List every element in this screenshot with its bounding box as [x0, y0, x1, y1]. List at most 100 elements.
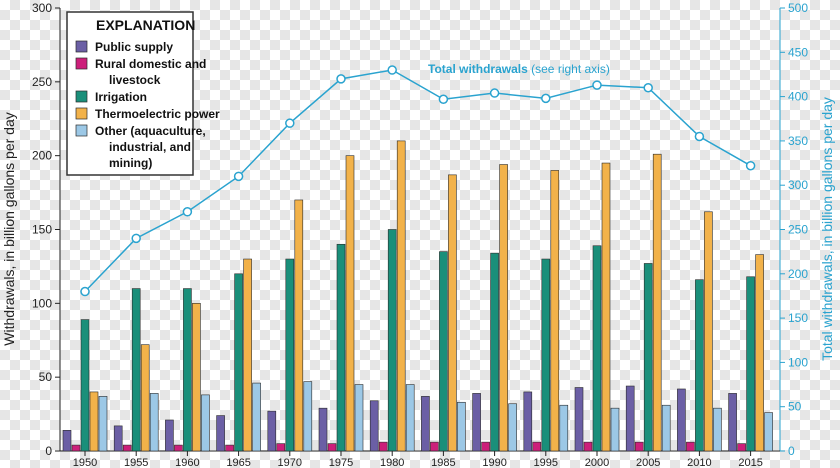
bar-irrigation [131, 288, 141, 452]
left-tick-label: 200 [32, 149, 52, 163]
bar-irrigation [643, 263, 653, 452]
bar-irrigation [285, 258, 295, 452]
total-line-point [387, 65, 397, 75]
legend-label: mining) [109, 156, 152, 170]
x-tick-label: 1985 [431, 457, 455, 468]
legend-swatch [75, 90, 88, 103]
x-tick-label: 1955 [124, 457, 148, 468]
left-tick-label: 100 [32, 296, 52, 310]
bar-rural-domestic-and-livestock [686, 441, 695, 452]
bar-other-aquaculture-industrial-and-mining [610, 407, 620, 452]
left-tick-label: 50 [39, 370, 53, 384]
total-line-point [131, 233, 141, 244]
left-axis-ticks: 0 50 100 150 200 250 300 [32, 1, 60, 458]
bar-thermoelectric-power [704, 211, 713, 452]
legend-label: Other (aquaculture, [95, 124, 206, 138]
total-line-point [182, 207, 193, 217]
legend-label: industrial, and [109, 140, 191, 154]
x-tick-label: 1990 [482, 457, 506, 468]
legend: EXPLANATION Public supply Rural domestic … [66, 11, 220, 176]
bar-thermoelectric-power [243, 258, 252, 452]
bar-rural-domestic-and-livestock [276, 443, 286, 452]
bar-public-supply [677, 388, 686, 452]
bar-public-supply [574, 387, 584, 452]
bar-public-supply [728, 393, 737, 452]
bar-irrigation [336, 243, 346, 452]
bar-thermoelectric-power [652, 153, 662, 452]
bar-thermoelectric-power [755, 254, 764, 452]
legend-label: Public supply [95, 40, 173, 54]
total-line-point [694, 131, 705, 142]
right-tick-label: 450 [788, 45, 808, 59]
bar-other-aquaculture-industrial-and-mining [405, 384, 415, 452]
left-tick-label: 250 [32, 75, 52, 89]
bar-public-supply [472, 393, 481, 452]
bar-irrigation [592, 245, 602, 452]
bar-thermoelectric-power [89, 391, 99, 452]
bar-public-supply [369, 400, 379, 452]
bar-public-supply [523, 391, 533, 452]
bar-irrigation [541, 258, 551, 452]
bar-irrigation [183, 288, 192, 452]
right-tick-label: 50 [788, 400, 802, 414]
bar-other-aquaculture-industrial-and-mining [508, 403, 517, 452]
bar-rural-domestic-and-livestock [532, 441, 542, 452]
total-line-point [80, 286, 90, 297]
bar-irrigation [439, 251, 448, 452]
right-tick-label: 500 [788, 1, 808, 15]
bar-public-supply [62, 430, 72, 452]
bar-irrigation [746, 276, 755, 452]
legend-swatch [75, 57, 88, 70]
bar-rural-domestic-and-livestock [583, 441, 593, 452]
legend-label: Irrigation [95, 90, 147, 104]
legend-swatch [75, 40, 88, 53]
total-line-point [643, 82, 653, 93]
bar-thermoelectric-power [140, 344, 150, 452]
bar-thermoelectric-power [396, 140, 406, 452]
legend-label: Rural domestic and [95, 57, 206, 71]
x-tick-label: 1995 [534, 457, 558, 468]
bar-irrigation [695, 279, 704, 452]
bar-other-aquaculture-industrial-and-mining [457, 401, 466, 452]
bar-thermoelectric-power [499, 164, 508, 452]
y-axis-label-left: Withdrawals, in billion gallons per day [1, 112, 17, 345]
bar-other-aquaculture-industrial-and-mining [149, 393, 159, 452]
x-tick-label: 1980 [380, 457, 404, 468]
bar-other-aquaculture-industrial-and-mining [559, 404, 569, 452]
bar-rural-domestic-and-livestock [378, 441, 388, 452]
total-line-point [233, 171, 244, 182]
x-tick-label: 1975 [329, 457, 353, 468]
bar-thermoelectric-power [550, 170, 560, 452]
x-tick-label: 2010 [687, 457, 711, 468]
left-tick-label: 150 [32, 223, 52, 237]
bar-irrigation [490, 252, 499, 452]
x-tick-label: 1960 [175, 457, 199, 468]
legend-label: livestock [109, 73, 161, 87]
bar-rural-domestic-and-livestock [122, 444, 132, 452]
bar-thermoelectric-power [294, 199, 304, 452]
bar-other-aquaculture-industrial-and-mining [98, 396, 108, 452]
total-line-point [489, 88, 500, 98]
bar-other-aquaculture-industrial-and-mining [713, 407, 722, 452]
legend-swatch [75, 107, 88, 120]
right-tick-label: 0 [788, 444, 795, 458]
bar-other-aquaculture-industrial-and-mining [764, 412, 773, 452]
right-tick-label: 200 [788, 267, 808, 281]
bars [62, 140, 773, 452]
x-tick-label: 2005 [636, 457, 660, 468]
total-line-point [541, 93, 551, 104]
bar-rural-domestic-and-livestock [634, 441, 644, 452]
right-axis-ticks: 0 50 100 150 200 250 300 350 400 450 500 [780, 1, 808, 458]
total-line-point [285, 118, 295, 128]
bar-rural-domestic-and-livestock [225, 444, 234, 452]
bar-other-aquaculture-industrial-and-mining [354, 384, 364, 452]
bar-other-aquaculture-industrial-and-mining [201, 394, 210, 452]
bar-rural-domestic-and-livestock [737, 443, 746, 452]
bar-public-supply [318, 407, 328, 452]
bar-rural-domestic-and-livestock [174, 444, 183, 452]
right-tick-label: 350 [788, 134, 808, 148]
bar-public-supply [165, 419, 174, 452]
legend-box [66, 11, 194, 176]
right-tick-label: 300 [788, 178, 808, 192]
